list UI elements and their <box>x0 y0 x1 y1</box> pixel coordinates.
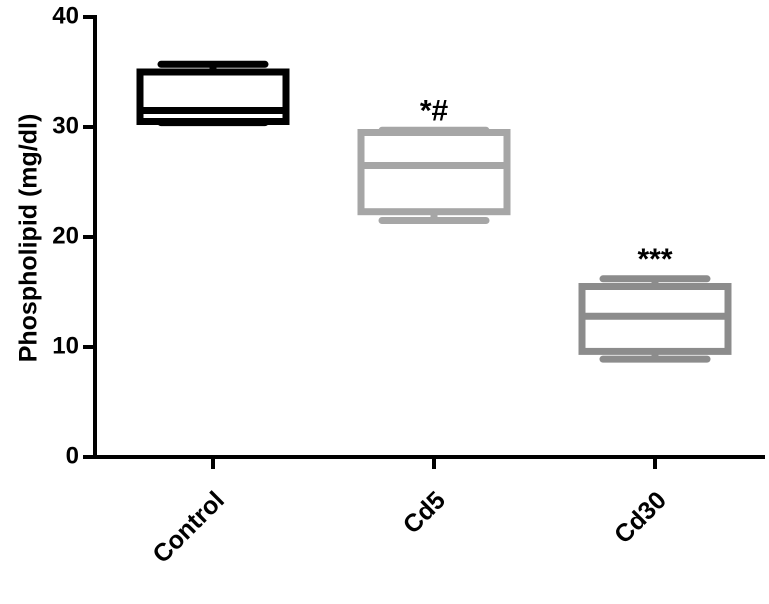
significance-label: *** <box>637 243 672 276</box>
y-tick-label: 30 <box>52 112 79 139</box>
y-tick-label: 0 <box>66 442 79 469</box>
box <box>136 68 290 125</box>
significance-label: *# <box>420 94 449 127</box>
box <box>357 129 511 216</box>
x-tick-label: Cd5 <box>398 486 451 539</box>
y-axis-label: Phospholipid (mg/dl) <box>15 114 43 363</box>
y-tick-label: 20 <box>52 222 79 249</box>
x-tick-label: Control <box>147 486 230 569</box>
y-tick-label: 10 <box>52 332 79 359</box>
y-tick-label: 40 <box>52 2 79 29</box>
x-tick-label: Cd30 <box>609 486 672 549</box>
